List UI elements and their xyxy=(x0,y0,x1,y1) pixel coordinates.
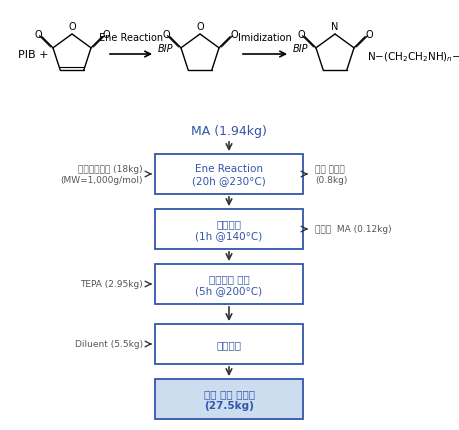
Text: O: O xyxy=(365,30,373,40)
Text: 카본 슬러지
(0.8kg): 카본 슬러지 (0.8kg) xyxy=(315,165,347,184)
Text: BIP: BIP xyxy=(157,44,173,54)
Text: TEPA (2.95kg): TEPA (2.95kg) xyxy=(80,280,143,289)
Text: O: O xyxy=(297,30,305,40)
Text: O: O xyxy=(68,22,76,32)
Text: 폴리이소부텐 (18kg)
(MW=1,000g/mol): 폴리이소부텐 (18kg) (MW=1,000g/mol) xyxy=(61,165,143,184)
Text: MA (1.94kg): MA (1.94kg) xyxy=(191,125,267,138)
Text: Diluent (5.5kg): Diluent (5.5kg) xyxy=(75,340,143,349)
Text: 증류공정
(1h @140°C): 증류공정 (1h @140°C) xyxy=(196,219,263,240)
Text: 이미드화 반응
(5h @200°C): 이미드화 반응 (5h @200°C) xyxy=(196,273,263,295)
Text: N: N xyxy=(331,22,339,32)
Text: 카론 잉크 분산제
(27.5kg): 카론 잉크 분산제 (27.5kg) xyxy=(203,388,254,410)
Text: BIP: BIP xyxy=(292,44,308,54)
Text: Ene Reaction
(20h @230°C): Ene Reaction (20h @230°C) xyxy=(192,164,266,185)
Text: Imidization: Imidization xyxy=(238,33,292,43)
FancyBboxPatch shape xyxy=(155,379,303,419)
Text: O: O xyxy=(34,30,42,40)
Text: O: O xyxy=(102,30,110,40)
Text: 여과공정: 여과공정 xyxy=(217,339,241,349)
FancyBboxPatch shape xyxy=(155,264,303,304)
Text: 미반응  MA (0.12kg): 미반응 MA (0.12kg) xyxy=(315,225,392,234)
FancyBboxPatch shape xyxy=(155,324,303,364)
Text: Ene Reaction: Ene Reaction xyxy=(99,33,163,43)
Text: O: O xyxy=(230,30,238,40)
FancyBboxPatch shape xyxy=(155,155,303,194)
Text: N$-$(CH$_2$CH$_2$NH)$_n$$-$H: N$-$(CH$_2$CH$_2$NH)$_n$$-$H xyxy=(367,50,459,64)
Text: O: O xyxy=(196,22,204,32)
Text: PIB +: PIB + xyxy=(18,50,49,60)
Text: O: O xyxy=(162,30,170,40)
FancyBboxPatch shape xyxy=(155,209,303,249)
